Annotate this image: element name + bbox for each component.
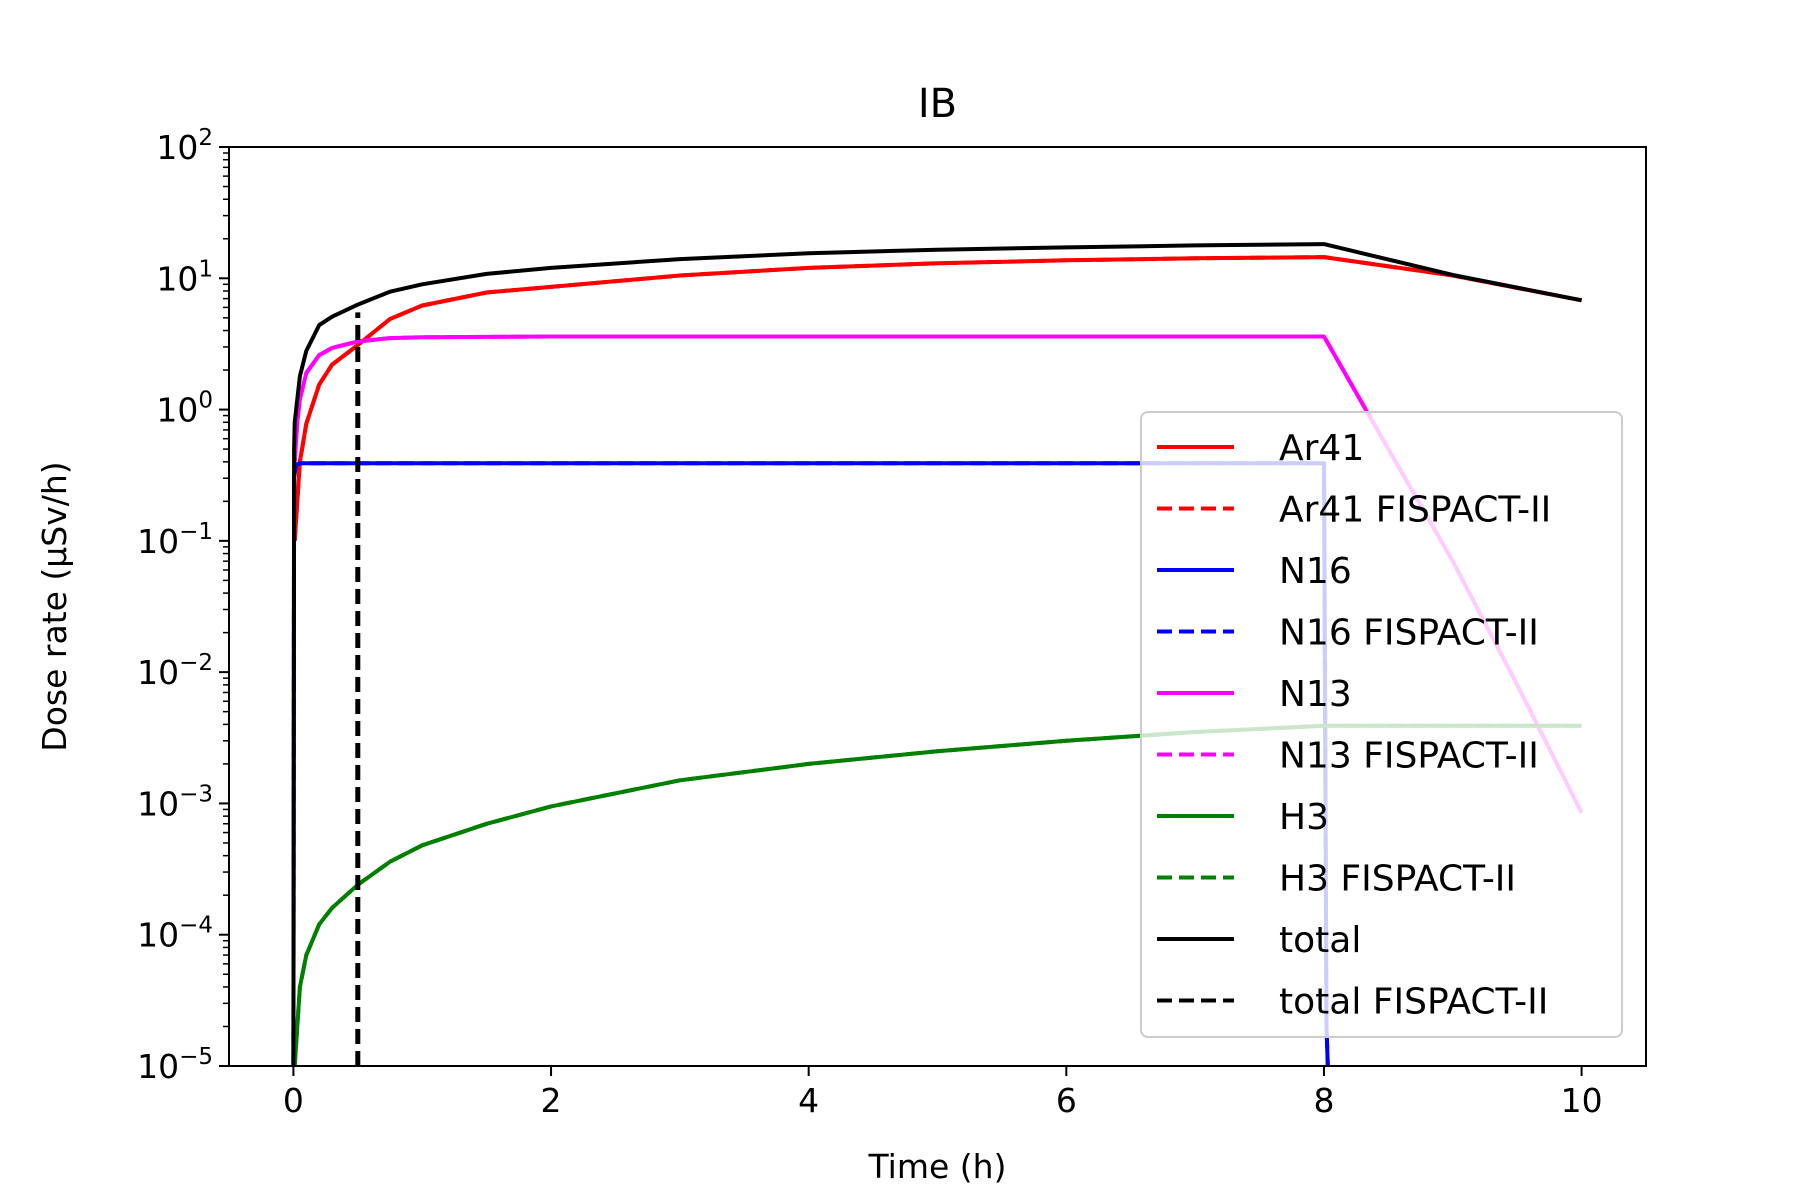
x-tick-label: 4: [798, 1081, 819, 1120]
y-tick-label: 10−1: [137, 519, 213, 561]
y-tick-label: 10−3: [137, 781, 213, 823]
y-tick-label: 102: [156, 125, 213, 167]
y-tick-label: 100: [156, 388, 213, 430]
legend-label-n16: N16: [1279, 551, 1352, 592]
y-tick-label: 10−2: [137, 650, 213, 692]
y-tick-label: 10−5: [137, 1044, 213, 1086]
legend-label-ar41-fispact-ii: Ar41 FISPACT-II: [1279, 490, 1551, 531]
x-axis-label: Time (h): [868, 1147, 1007, 1186]
legend-label-h3: H3: [1279, 797, 1329, 838]
legend-label-n13: N13: [1279, 674, 1352, 715]
series-line-n13-fispact-ii: [292, 334, 1584, 814]
y-axis-label: Dose rate (μSv/h): [35, 461, 74, 751]
legend-label-n13-fispact-ii: N13 FISPACT-II: [1279, 736, 1539, 777]
legend-label-h3-fispact-ii: H3 FISPACT-II: [1279, 859, 1516, 900]
series-line-total: [291, 242, 1582, 1066]
y-tick-label: 101: [156, 256, 213, 298]
legend-label-total-fispact-ii: total FISPACT-II: [1279, 982, 1548, 1023]
x-tick-label: 10: [1561, 1081, 1603, 1120]
y-tick-label: 10−4: [137, 913, 213, 955]
legend-label-n16-fispact-ii: N16 FISPACT-II: [1279, 613, 1539, 654]
legend-label-ar41: Ar41: [1279, 428, 1364, 469]
legend-box: [1140, 411, 1623, 1038]
x-tick-label: 0: [283, 1081, 304, 1120]
x-tick-label: 8: [1313, 1081, 1334, 1120]
plot-frame: [228, 146, 1647, 1067]
series-line-ar41-fispact-ii: [292, 255, 1582, 542]
legend: Ar41 Ar41 FISPACT-II N16 N16 FISPACT-II N13 N…: [1140, 411, 1623, 1038]
legend-label-total: total: [1279, 920, 1361, 961]
x-tick-label: 6: [1056, 1081, 1077, 1120]
ticks-layer: 0 2 4 6 8 10 102 101 100 10−1 10−2 10−3 10−4 10−5: [137, 125, 1602, 1120]
chart-title: IB: [918, 81, 957, 127]
x-tick-label: 2: [541, 1081, 562, 1120]
